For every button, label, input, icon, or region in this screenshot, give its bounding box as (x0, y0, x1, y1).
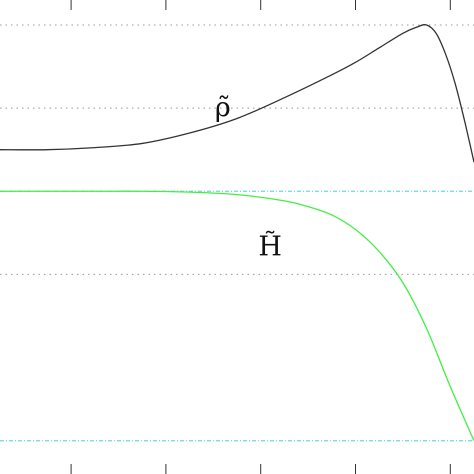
curve-labels: ρ̃ H̃ (215, 92, 282, 262)
series-line-0 (0, 23, 474, 163)
data-series (0, 23, 474, 442)
curve-label-1: H̃ (258, 230, 282, 263)
grid-lines (0, 24, 474, 442)
series-line-1 (0, 190, 474, 442)
curve-label-0: ρ̃ (215, 92, 231, 123)
axis-ticks (70, 0, 451, 474)
